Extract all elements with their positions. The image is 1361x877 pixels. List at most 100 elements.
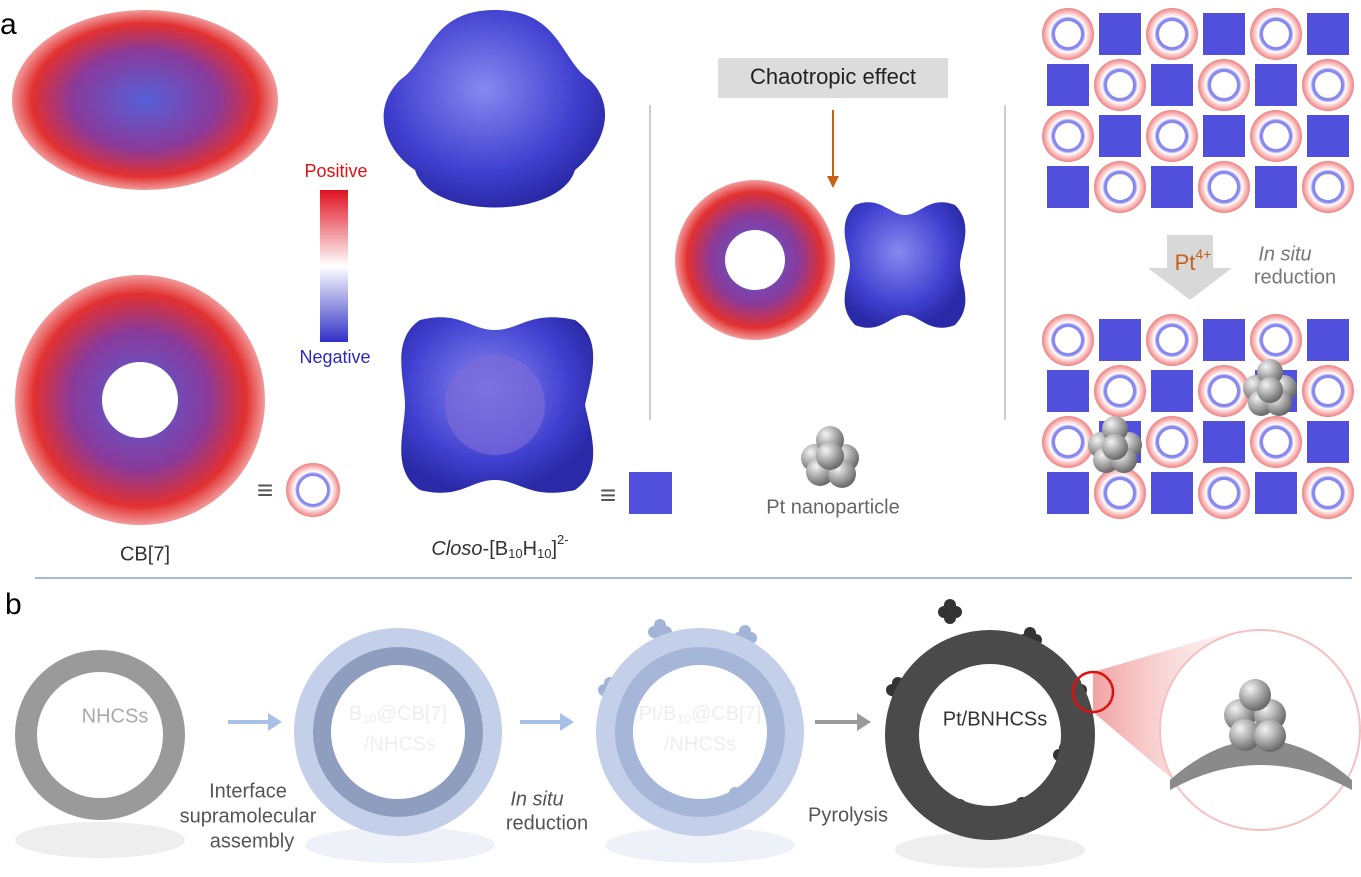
step-label: supramolecular xyxy=(180,805,317,827)
closo-complex xyxy=(844,202,966,328)
chaotropic-box xyxy=(718,58,948,98)
closo-icon xyxy=(1099,115,1141,157)
ring-outer xyxy=(596,628,804,836)
ring-label-part: Pt/B xyxy=(639,703,677,725)
cb7-icon-hole xyxy=(1315,174,1341,200)
closo-icon xyxy=(1307,319,1349,361)
chaotropic-label: Chaotropic effect xyxy=(750,64,916,89)
step-label: reduction xyxy=(506,812,588,834)
cb7-icon-hole xyxy=(1107,174,1133,200)
ring-label-part: @CB[7] xyxy=(377,703,447,725)
closo-italic: Closo xyxy=(431,538,482,560)
zoom-marker xyxy=(1071,670,1115,714)
closo-icon xyxy=(1255,64,1297,106)
closo-icon xyxy=(1307,115,1349,157)
step-arrow xyxy=(228,713,282,731)
closo-icon xyxy=(1151,166,1193,208)
closo-core xyxy=(445,355,545,455)
closo-icon xyxy=(1099,319,1141,361)
ring-label: Pt/BNHCSs xyxy=(943,708,1047,730)
pt-ion-base: Pt xyxy=(1175,250,1196,275)
shadow xyxy=(305,827,495,863)
closo-part: ] xyxy=(551,538,557,560)
cb7-cavity xyxy=(725,230,785,290)
closo-icon xyxy=(1255,472,1297,514)
cb7-icon-hole xyxy=(1055,429,1081,455)
closo-icon xyxy=(1203,115,1245,157)
colorbar-negative: Negative xyxy=(299,347,370,367)
closo-sup: 2- xyxy=(557,532,569,547)
closo-icon xyxy=(1307,13,1349,55)
closo-sub: 10 xyxy=(508,546,522,561)
ring-label: /NHCSs xyxy=(664,733,736,755)
step-arrow xyxy=(520,713,574,731)
closo-side-view xyxy=(383,10,606,208)
pt-nanoparticle xyxy=(1088,416,1142,473)
pt-atom xyxy=(944,612,956,624)
pt-atom xyxy=(654,619,666,631)
ring-nhcs xyxy=(15,650,185,820)
pt-ion-label: Pt4+ xyxy=(1175,246,1212,275)
ring-label: Pt/B10@CB[7] xyxy=(639,703,762,726)
cb7-side-view xyxy=(12,10,278,190)
closo-icon xyxy=(1047,370,1089,412)
step-arrow xyxy=(815,713,871,731)
zoom-surface xyxy=(1170,740,1352,790)
closo-icon xyxy=(1099,13,1141,55)
cb7-icon-hole xyxy=(1055,123,1081,149)
shadow xyxy=(895,832,1085,868)
ring-b10-cb7 xyxy=(313,647,483,817)
closo-icon xyxy=(1203,13,1245,55)
reduction-label: reduction xyxy=(1254,266,1336,288)
ring-pt-b10-cb7 xyxy=(615,647,785,817)
cb7-icon-hole xyxy=(1159,123,1185,149)
closo-icon xyxy=(1255,166,1297,208)
cb7-icon-hole xyxy=(1263,429,1289,455)
cb7-icon-hole xyxy=(1055,21,1081,47)
ring-label-sub: 10 xyxy=(362,711,376,726)
closo-icon xyxy=(629,472,672,514)
pt-atom xyxy=(1024,627,1036,639)
closo-icon xyxy=(1151,472,1193,514)
closo-part: -[B xyxy=(483,538,509,560)
cb7-icon-hole xyxy=(1055,327,1081,353)
closo-label: Closo-[B10H10]2- xyxy=(431,532,568,561)
ring-label: NHCSs xyxy=(82,705,149,727)
cb7-icon-hole xyxy=(1159,429,1185,455)
closo-part: H xyxy=(523,538,537,560)
pt-nanoparticle-icon xyxy=(801,426,859,488)
cb7-icon-hole xyxy=(1315,72,1341,98)
in-situ-label: In situ xyxy=(1258,243,1311,265)
closo-icon xyxy=(1047,166,1089,208)
cb7-icon-hole xyxy=(1263,123,1289,149)
ring-pt-bnhcs xyxy=(885,630,1095,840)
cb7-icon-hole xyxy=(1211,174,1237,200)
pt-atom xyxy=(1102,434,1128,460)
arrow-head xyxy=(827,176,839,188)
closo-sub: 10 xyxy=(537,546,551,561)
cb7-icon-hole xyxy=(299,476,327,504)
zoom-nanoparticle xyxy=(1224,679,1286,752)
cb7-icon-hole xyxy=(1107,72,1133,98)
closo-icon xyxy=(1151,370,1193,412)
reduction-arrow xyxy=(1148,235,1232,300)
cb7-icon-hole xyxy=(1263,21,1289,47)
pt-nanoparticle-label: Pt nanoparticle xyxy=(766,496,899,518)
cb7-icon-hole xyxy=(1315,480,1341,506)
pt-nanoparticle xyxy=(1243,359,1297,416)
cb7-cavity xyxy=(102,362,178,438)
cb7-icon-hole xyxy=(1107,480,1133,506)
cb7-icon-hole xyxy=(1263,327,1289,353)
closo-icon xyxy=(1047,472,1089,514)
panel-label: a xyxy=(0,8,17,41)
equiv-sign: ≡ xyxy=(257,474,273,505)
pt-atom xyxy=(944,599,956,611)
pt-atom xyxy=(739,625,751,637)
cb7-icon-hole xyxy=(1107,378,1133,404)
pt-particle-small xyxy=(938,599,962,624)
pt-atom xyxy=(1257,359,1283,385)
step-label: assembly xyxy=(210,830,294,852)
ring-label-part: @CB[7] xyxy=(691,703,761,725)
cb7-icon-hole xyxy=(1315,378,1341,404)
shadow xyxy=(605,827,795,863)
